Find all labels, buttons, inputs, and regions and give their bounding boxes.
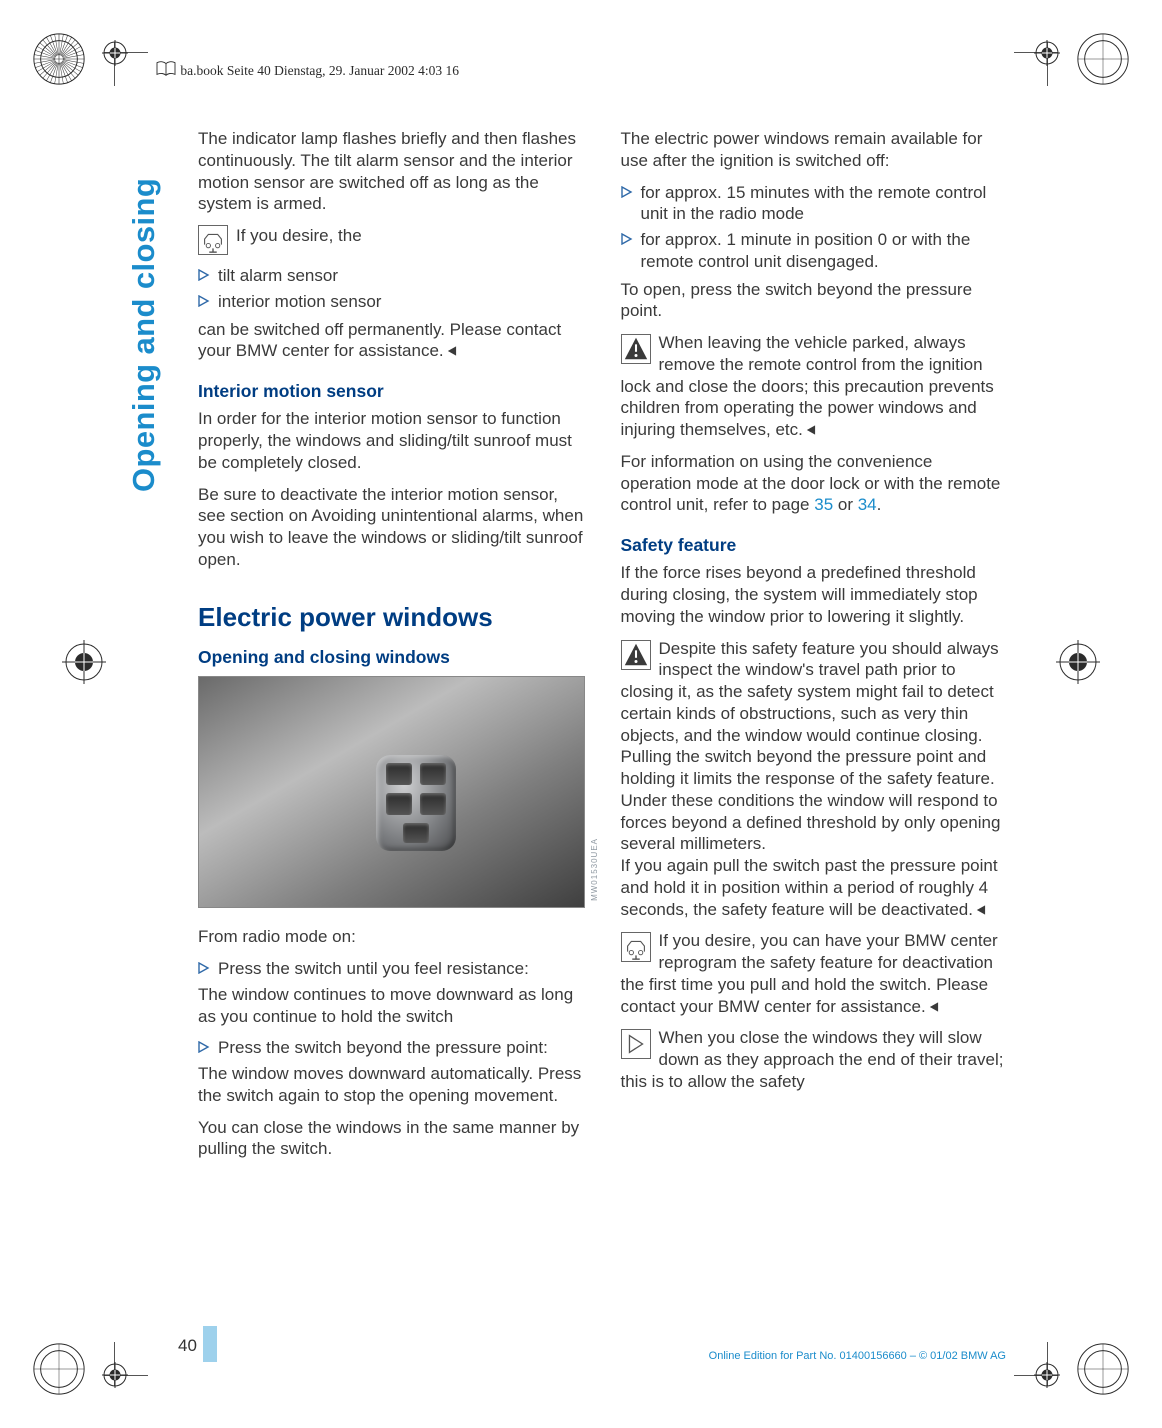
list-item-text: for approx. 1 minute in position 0 or wi… [641,229,1008,273]
registration-mark-icon [1034,1362,1060,1388]
heading-opening-closing-windows: Opening and closing windows [198,646,585,668]
end-marker-icon [975,904,986,916]
list-item-text: tilt alarm sensor [218,265,338,287]
footer-edition-line: Online Edition for Part No. 01400156660 … [709,1350,1006,1362]
bullet-triangle-icon [198,295,210,307]
registration-mark-icon [1056,640,1100,684]
body-text: From radio mode on: [198,926,585,948]
left-column: The indicator lamp flashes briefly and t… [198,128,585,1170]
body-text: Be sure to deactivate the interior motio… [198,484,585,571]
page-number: 40 [178,1336,197,1356]
crop-mark-icon [1074,30,1132,88]
note-text: If you desire, the [236,225,585,247]
body-text: The window moves downward automatically.… [198,1063,585,1107]
warning-block: When leaving the vehicle parked, always … [621,332,1008,441]
bullet-triangle-icon [198,962,210,974]
warning-block: Despite this safety feature you should a… [621,638,1008,921]
body-text: To open, press the switch beyond the pre… [621,279,1008,323]
photo-reference-code: MW01530UEA [590,838,600,901]
body-text: For information on using the convenience… [621,451,1008,516]
registration-mark-icon [1034,40,1060,66]
list-item-text: interior motion sensor [218,291,381,313]
end-marker-icon [928,1001,939,1013]
body-text: The electric power windows remain availa… [621,128,1008,172]
heading-safety-feature: Safety feature [621,534,1008,556]
body-text: You can close the windows in the same ma… [198,1117,585,1161]
note-block: If you desire, you can have your BMW cen… [621,930,1008,1017]
crop-mark-icon [30,1340,88,1398]
heading-electric-power-windows: Electric power windows [198,601,585,634]
page-link-35[interactable]: 35 [814,495,833,514]
bullet-triangle-icon [198,1041,210,1053]
heading-interior-motion-sensor: Interior motion sensor [198,380,585,402]
page-number-bar: 40 [178,1326,217,1356]
crop-mark-icon [30,30,88,88]
car-lift-icon [198,225,228,255]
registration-mark-icon [102,40,128,66]
body-text: The indicator lamp flashes briefly and t… [198,128,585,215]
body-text: can be switched off permanently. Please … [198,319,585,363]
warning-icon [621,640,651,670]
body-text: The window continues to move downward as… [198,984,585,1028]
page-link-34[interactable]: 34 [858,495,877,514]
warning-icon [621,334,651,364]
bullet-triangle-icon [621,233,633,245]
body-text: If the force rises beyond a predefined t… [621,562,1008,627]
end-marker-icon [805,424,816,436]
registration-mark-icon [102,1362,128,1388]
registration-mark-icon [62,640,106,684]
car-lift-icon [621,932,651,962]
bullet-triangle-icon [621,186,633,198]
crop-mark-icon [1074,1340,1132,1398]
info-arrow-icon [621,1029,651,1059]
list-item-text: for approx. 15 minutes with the remote c… [641,182,1008,226]
page-marker-bar [203,1326,217,1362]
window-switch-photo: MW01530UEA [198,676,585,908]
bullet-triangle-icon [198,269,210,281]
note-block: When you close the windows they will slo… [621,1027,1008,1092]
end-marker-icon [446,345,457,357]
list-item-text: Press the switch until you feel resistan… [218,958,529,980]
section-tab: Opening and closing [126,130,166,540]
body-text: In order for the interior motion sensor … [198,408,585,473]
list-item-text: Press the switch beyond the pressure poi… [218,1037,548,1059]
right-column: The electric power windows remain availa… [621,128,1008,1170]
